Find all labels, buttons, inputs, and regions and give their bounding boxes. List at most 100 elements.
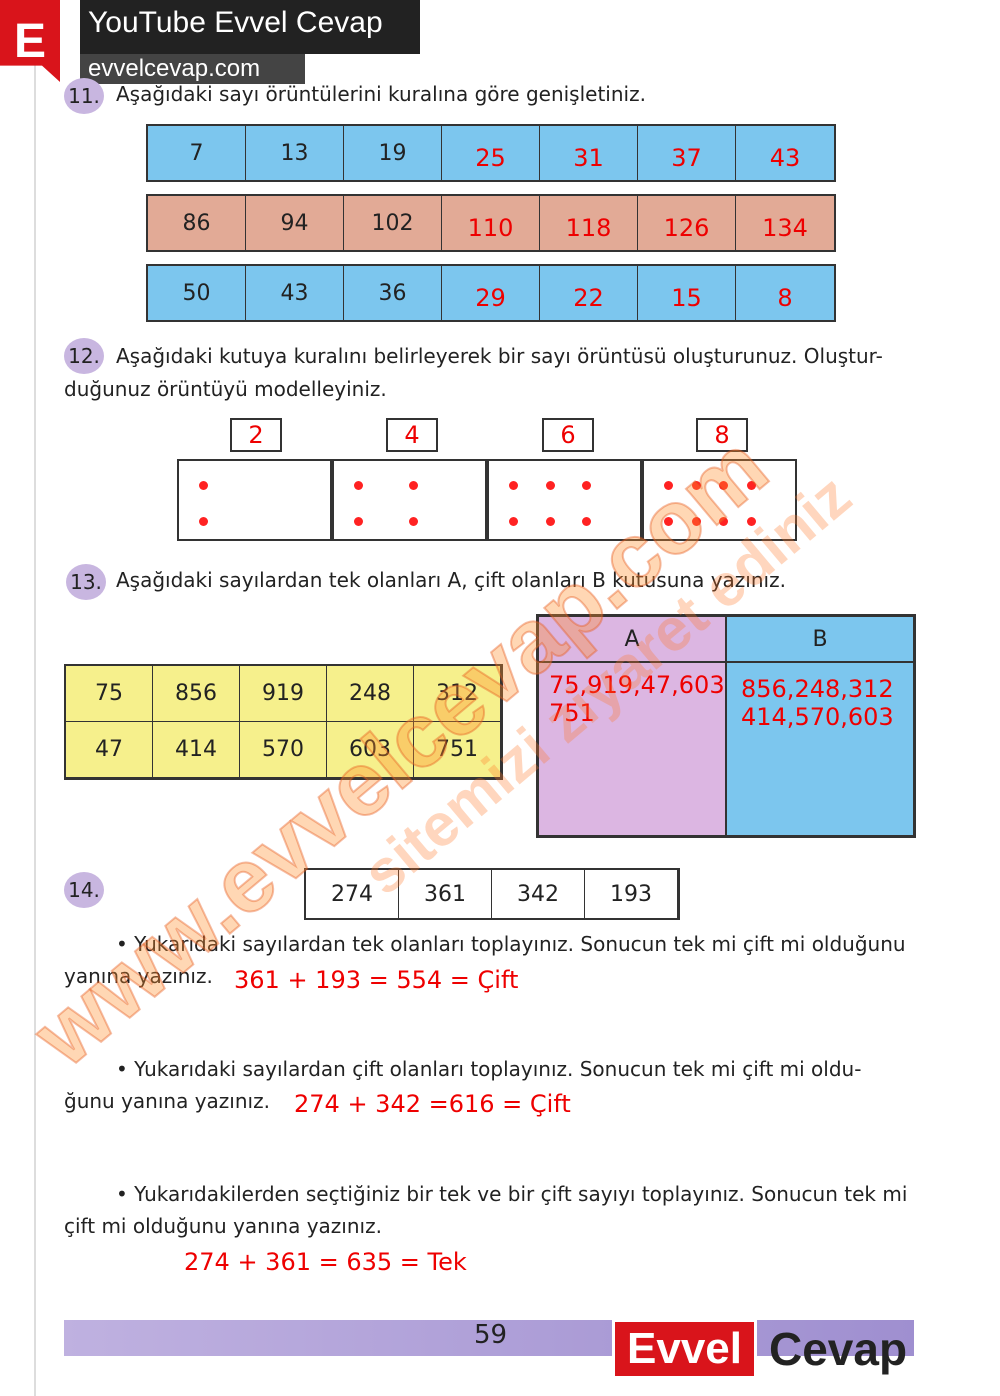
dot — [746, 481, 756, 490]
dot — [691, 481, 701, 490]
bullet-text: • Yukarıdaki sayılardan tek olanları top… — [116, 932, 906, 956]
question-text: duğunuz örüntüyü modelleyiniz. — [64, 377, 387, 401]
pattern-row: 86 94 102 110 118 126 134 — [146, 194, 836, 252]
given-cell: 50 — [148, 266, 246, 320]
answer-cell: 25 — [442, 126, 540, 180]
dot-model-box — [487, 459, 642, 541]
given-cell: 86 — [148, 196, 246, 250]
dot — [354, 517, 363, 526]
question-text: Aşağıdaki sayı örüntülerini kuralına gör… — [116, 82, 646, 106]
a-answer-line: 75,919,47,603 — [549, 671, 725, 699]
bullet-text: ğunu yanına yazınız. — [64, 1089, 270, 1113]
a-answer-line: 751 — [549, 699, 595, 727]
given-cell: 36 — [344, 266, 442, 320]
a-header: A — [538, 616, 726, 662]
given-cell: 43 — [246, 266, 344, 320]
dot — [691, 517, 701, 526]
pattern-number-box: 2 — [230, 418, 282, 452]
dot — [409, 517, 418, 526]
dot — [719, 517, 728, 526]
number-cell: 248 — [327, 666, 414, 722]
bullet-text: çift mi olduğunu yanına yazınız. — [64, 1214, 382, 1238]
number-cell: 919 — [240, 666, 327, 722]
dot — [582, 517, 592, 526]
logo: E — [0, 0, 60, 82]
dot — [545, 481, 555, 490]
answer: 274 + 342 =616 = Çift — [294, 1090, 571, 1118]
given-cell: 102 — [344, 196, 442, 250]
dot — [199, 481, 208, 490]
b-answer-line: 414,570,603 — [741, 703, 894, 731]
pattern-row: 7 13 19 25 31 37 43 — [146, 124, 836, 182]
dot — [409, 481, 418, 490]
dot — [664, 481, 673, 490]
b-answer-line: 856,248,312 — [741, 675, 894, 703]
brand-evvel: Evvel — [612, 1319, 757, 1379]
question-text: Aşağıdaki sayılardan tek olanları A, çif… — [116, 568, 786, 592]
pattern-number-box: 6 — [542, 418, 594, 452]
channel-title: YouTube Evvel Cevap — [80, 0, 420, 54]
given-cell: 13 — [246, 126, 344, 180]
number-cell: 274 — [306, 870, 399, 918]
answer-cell: 118 — [540, 196, 638, 250]
number-row: 274 361 342 193 — [304, 868, 680, 920]
number-cell: 342 — [492, 870, 585, 918]
question-number: 14. — [64, 872, 104, 908]
brand-cevap: Cevap — [768, 1323, 908, 1375]
answer-cell: 37 — [638, 126, 736, 180]
ab-table: A B 75,919,47,603 751 856,248,312 414,570,… — [536, 614, 916, 838]
b-answer: 856,248,312 414,570,603 — [726, 662, 914, 836]
question-number: 12. — [64, 338, 104, 374]
bullet-text: • Yukarıdakilerden seçtiğiniz bir tek ve… — [116, 1182, 908, 1206]
footer-bar — [64, 1320, 914, 1356]
pattern-number-box: 4 — [386, 418, 438, 452]
page-number: 59 — [474, 1320, 508, 1350]
dot — [545, 517, 555, 526]
dot — [746, 517, 756, 526]
number-cell: 193 — [585, 870, 678, 918]
dot — [582, 481, 592, 490]
b-header: B — [726, 616, 914, 662]
answer-cell: 134 — [762, 214, 808, 242]
question-text: Aşağıdaki kutuya kuralını belirleyerek b… — [116, 344, 883, 368]
number-cell: 47 — [66, 722, 153, 778]
answer-cell: 8 — [777, 284, 793, 312]
dot-model-box — [332, 459, 487, 541]
number-cell: 751 — [414, 722, 501, 778]
pattern-row: 50 43 36 29 22 15 8 — [146, 264, 836, 322]
number-cell: 603 — [327, 722, 414, 778]
dot — [664, 517, 673, 526]
answer: 361 + 193 = 554 = Çift — [234, 966, 519, 994]
bullet-text: yanına yazınız. — [64, 964, 213, 988]
pattern-number-box: 8 — [696, 418, 748, 452]
given-cell: 94 — [246, 196, 344, 250]
answer-cell: 15 — [638, 266, 736, 320]
given-cell: 7 — [148, 126, 246, 180]
logo-letter: E — [13, 14, 46, 68]
dot — [354, 481, 363, 490]
answer-cell: 110 — [442, 196, 540, 250]
number-cell: 856 — [153, 666, 240, 722]
number-grid: 75 856 919 248 312 47 414 570 603 751 — [64, 664, 503, 780]
answer-cell: 29 — [442, 266, 540, 320]
number-cell: 570 — [240, 722, 327, 778]
number-cell: 414 — [153, 722, 240, 778]
dot — [199, 517, 208, 526]
dot — [509, 517, 518, 526]
bullet-text: • Yukarıdaki sayılardan çift olanları to… — [116, 1057, 862, 1081]
answer-cell: 22 — [540, 266, 638, 320]
site-url: evvelcevap.com — [80, 54, 305, 84]
brand-logo: Evvel Cevap — [612, 1318, 907, 1380]
number-cell: 361 — [399, 870, 492, 918]
question-number: 13. — [66, 564, 106, 600]
answer-cell: 126 — [638, 196, 736, 250]
answer-cell: 31 — [540, 126, 638, 180]
number-cell: 312 — [414, 666, 501, 722]
margin-line — [34, 0, 36, 1396]
a-answer: 75,919,47,603 751 — [538, 662, 726, 836]
dot — [719, 481, 728, 490]
answer: 274 + 361 = 635 = Tek — [184, 1248, 467, 1276]
dot-model-box — [642, 459, 797, 541]
number-cell: 75 — [66, 666, 153, 722]
question-number: 11. — [64, 78, 104, 114]
